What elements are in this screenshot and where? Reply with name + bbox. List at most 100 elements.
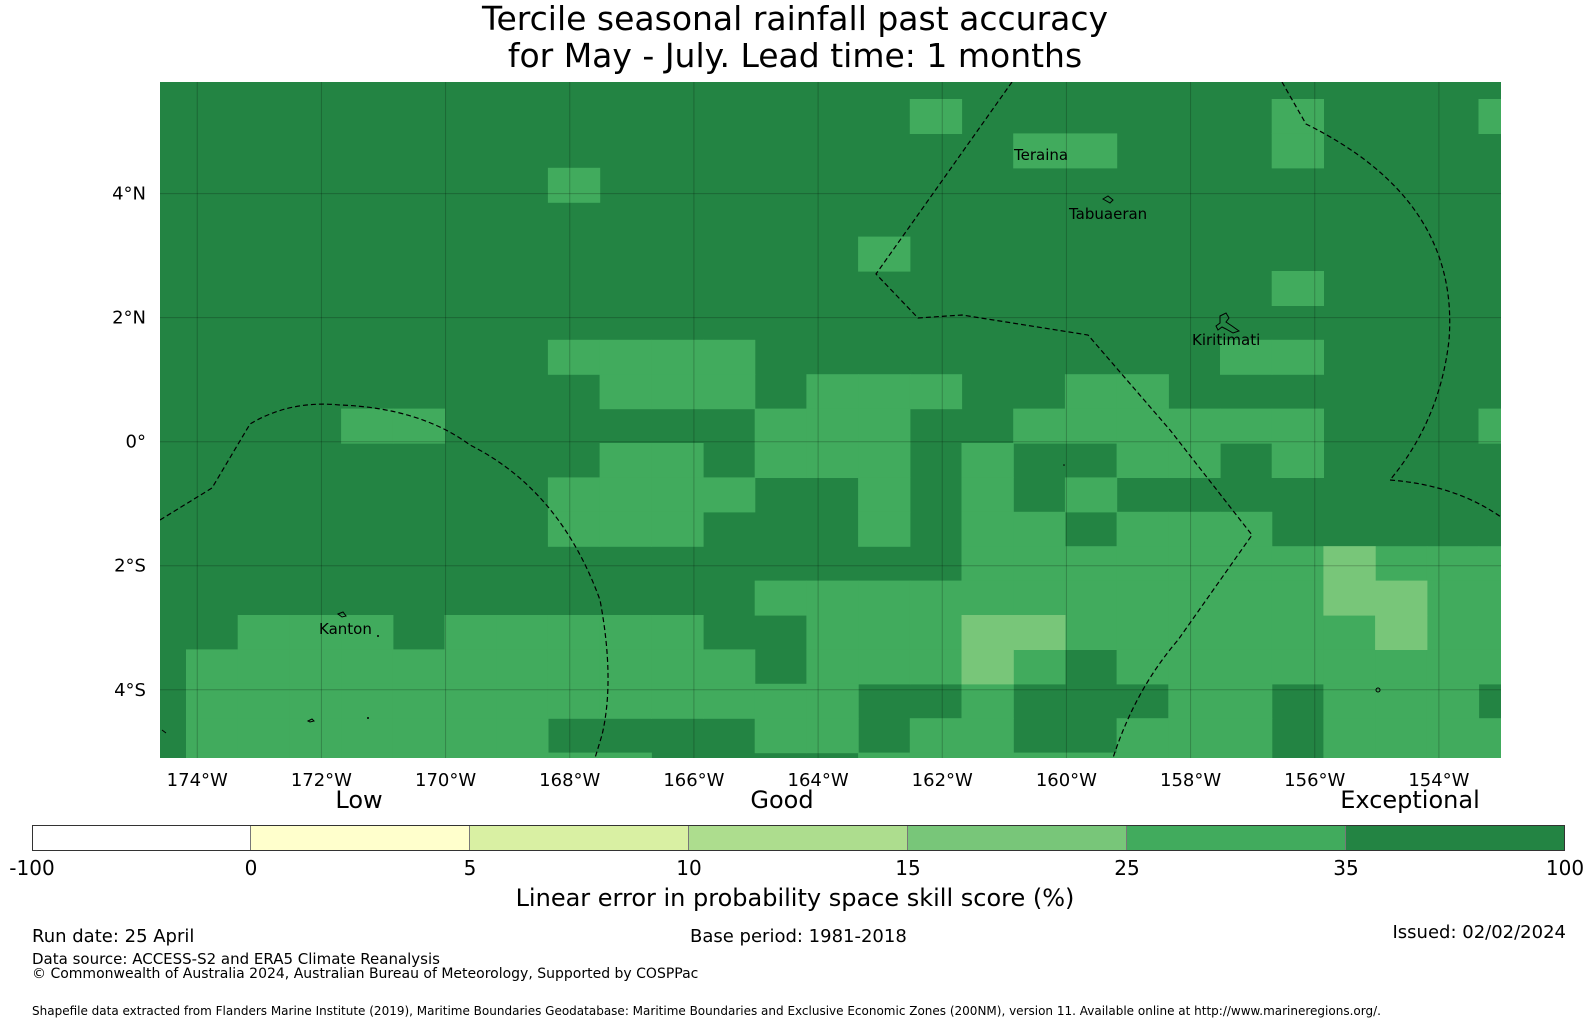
skill-cell (1116, 443, 1169, 478)
skill-cell (1426, 683, 1480, 719)
skill-cell (1168, 546, 1221, 582)
skill-cell (341, 752, 394, 758)
skill-cell (1323, 752, 1376, 758)
latitude-tick-label: 0° (126, 432, 146, 453)
skill-cell (961, 649, 1014, 685)
skill-cell (341, 683, 394, 719)
skill-cell (237, 649, 290, 685)
island-outline (336, 611, 347, 618)
skill-cell (1168, 511, 1221, 547)
skill-cell (1530, 615, 1582, 650)
skill-cell (496, 649, 549, 685)
skill-cell (392, 683, 446, 719)
skill-cell (858, 752, 911, 758)
colorbar-tick-label: 35 (1333, 856, 1359, 880)
skill-cell (496, 718, 549, 754)
skill-cell (1271, 580, 1324, 616)
skill-cell (186, 683, 239, 719)
skill-cell (1478, 580, 1501, 616)
skill-cell (1064, 133, 1118, 169)
skill-cell (651, 511, 704, 547)
skill-cell (1271, 443, 1324, 478)
skill-cell (1064, 752, 1118, 758)
skill-cell (1582, 753, 1590, 788)
skill-cell (444, 752, 497, 758)
skill-cell (1013, 615, 1066, 650)
skill-cell (1013, 408, 1066, 444)
skill-cell (1168, 615, 1221, 650)
skill-cell (1271, 649, 1324, 685)
skill-cell (961, 546, 1014, 582)
skill-cell (392, 649, 446, 685)
eez-boundary-line (160, 403, 609, 758)
longitude-tick-label: 164°W (788, 770, 849, 791)
skill-cell (1168, 580, 1221, 616)
skill-cell (1220, 615, 1273, 650)
skill-cell (858, 374, 911, 410)
latitude-tick-label: 4°S (114, 680, 146, 701)
skill-cell (1582, 615, 1590, 650)
skill-cell (1271, 615, 1324, 650)
skill-cell (186, 649, 239, 685)
skill-cell (806, 718, 859, 754)
issued-date: Issued: 02/02/2024 (1392, 922, 1566, 943)
island-outline (1063, 464, 1065, 466)
category-label-low: Low (335, 786, 383, 814)
skill-cell (1582, 546, 1590, 581)
skill-cell (909, 649, 963, 685)
skill-cell (1220, 511, 1273, 547)
skill-cell (1013, 580, 1066, 616)
island-outline (367, 717, 369, 719)
skill-cell (289, 615, 342, 650)
place-label-tabuaeran: Tabuaeran (1068, 205, 1147, 223)
longitude-tick-label: 166°W (663, 770, 724, 791)
skill-cell (1582, 649, 1590, 684)
skill-cell (599, 374, 652, 410)
skill-cell (1220, 546, 1273, 582)
skill-cell (961, 477, 1014, 513)
skill-cell (392, 752, 446, 758)
skill-cell (703, 649, 756, 685)
skill-cell (1375, 752, 1428, 758)
island-outline (377, 635, 379, 637)
skill-cell (599, 339, 652, 375)
longitude-tick-label: 174°W (167, 770, 228, 791)
skill-cell (1323, 580, 1376, 616)
skill-cell (1271, 271, 1324, 306)
skill-cell (1220, 683, 1273, 719)
colorbar-tick-label: 25 (1114, 856, 1140, 880)
skill-cell (858, 580, 911, 616)
skill-cell (599, 477, 652, 513)
skill-cell (651, 649, 704, 685)
colorbar-tick-label: 10 (676, 856, 702, 880)
skill-cell (599, 615, 652, 650)
skill-cell (1116, 615, 1169, 650)
skill-cell (341, 615, 394, 650)
skill-cell (1116, 649, 1169, 685)
longitude-tick-label: 158°W (1160, 770, 1221, 791)
island-outline (1375, 687, 1381, 693)
skill-cell (1220, 718, 1273, 754)
skill-cell (341, 408, 394, 444)
island-outline (161, 729, 167, 734)
place-label-teraina: Teraina (1013, 146, 1068, 164)
skill-cell (1064, 477, 1118, 513)
skill-cell (1530, 581, 1582, 616)
colorbar-tick-label: 5 (463, 856, 477, 880)
skill-cell (1168, 683, 1221, 719)
skill-cell (1220, 339, 1273, 375)
skill-cell (909, 752, 963, 758)
skill-cell (1064, 408, 1118, 444)
latitude-ticks: 4°N 2°N 0° 2°S 4°S (112, 184, 146, 701)
skill-cell (1271, 133, 1324, 169)
skill-cell (651, 683, 704, 719)
skill-cell (1375, 546, 1428, 582)
copyright-notice: © Commonwealth of Australia 2024, Austra… (32, 966, 699, 982)
skill-cell (1013, 649, 1066, 685)
skill-cell (1426, 718, 1480, 754)
colorbar-tick-label: 0 (244, 856, 258, 880)
place-label-kanton: Kanton (319, 620, 372, 638)
skill-cell (599, 511, 652, 547)
skill-cell (1426, 752, 1480, 758)
skill-cell (1220, 752, 1273, 758)
